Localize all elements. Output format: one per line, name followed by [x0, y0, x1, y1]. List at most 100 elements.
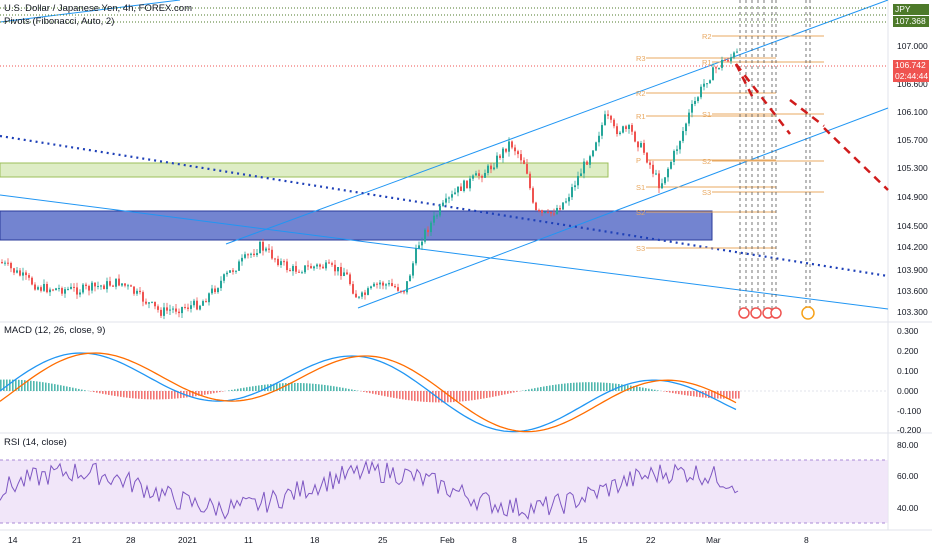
macd-histogram-bar: [240, 388, 242, 391]
candle-body: [43, 283, 45, 291]
rsi-axis[interactable]: 80.00 60.00 40.00: [897, 440, 919, 513]
candle-body: [151, 301, 153, 303]
candle-body: [106, 281, 108, 290]
candle-body: [103, 285, 105, 290]
price-axis[interactable]: 107.000 106.600 106.100 105.700 105.300 104.9…: [897, 41, 928, 317]
time-axis[interactable]: 14 21 28 2021 11 18 25 Feb 8 15 22 Mar 8: [8, 535, 809, 545]
candle-body: [229, 270, 231, 273]
event-vertical-lines: [739, 0, 811, 318]
macd-histogram-bar: [513, 391, 515, 393]
rsi-legend[interactable]: RSI (14, close): [4, 437, 67, 448]
candle-body: [376, 283, 378, 285]
candle-body: [400, 290, 402, 292]
macd-histogram-bar: [459, 391, 461, 402]
macd-histogram-bar: [123, 391, 125, 398]
forecast-leg-0[interactable]: [734, 63, 756, 101]
macd-legend[interactable]: MACD (12, 26, close, 9): [4, 325, 106, 336]
macd-histogram-bar: [426, 391, 428, 402]
candle-body: [310, 266, 312, 269]
candle-body: [664, 177, 666, 184]
macd-histogram-bar: [591, 382, 593, 391]
candle-body: [514, 147, 516, 152]
candle-body: [130, 285, 132, 287]
candle-body: [394, 285, 396, 288]
event-icon[interactable]: [770, 307, 782, 319]
candle-body: [391, 283, 393, 286]
time-tick-label: 14: [8, 535, 18, 545]
event-icon[interactable]: [801, 306, 815, 320]
macd-histogram-bar: [324, 384, 326, 391]
candle-body: [124, 283, 126, 286]
macd-histogram-bar: [411, 391, 413, 401]
candle-body: [598, 135, 600, 143]
candle-body: [10, 262, 12, 269]
candle-body: [67, 288, 69, 290]
pivot-label: R2: [636, 89, 646, 98]
candle-body: [316, 264, 318, 267]
price-tick-label: 104.500: [897, 221, 928, 231]
price-tick-label: 106.100: [897, 107, 928, 117]
candle-body: [412, 263, 414, 276]
macd-histogram-bar: [567, 383, 569, 391]
demand-zone-blue[interactable]: [0, 210, 713, 241]
trendline-top-left[interactable]: [0, 0, 181, 23]
macd-histogram-bar: [429, 391, 431, 403]
price-tick-label: 105.300: [897, 163, 928, 173]
channel-lower-line[interactable]: [357, 107, 889, 309]
macd-histogram-bar: [231, 389, 233, 391]
macd-histogram-bar: [708, 391, 710, 398]
candle-body: [424, 229, 426, 242]
macd-histogram-bar: [384, 391, 386, 397]
candle-body: [202, 301, 204, 306]
candle-body: [49, 289, 51, 293]
macd-histogram-bar: [417, 391, 419, 402]
candle-body: [667, 168, 669, 178]
macd-histogram-bar: [297, 382, 299, 391]
macd-histogram-bar: [216, 391, 218, 393]
forecast-leg-2[interactable]: [789, 99, 825, 127]
macd-histogram-bar: [348, 388, 350, 391]
forecast-leg-1[interactable]: [735, 63, 791, 135]
macd-histogram-bar: [579, 382, 581, 391]
supply-zone-green[interactable]: [0, 162, 609, 178]
candle-body: [415, 248, 417, 264]
pivots-legend[interactable]: Pivots (Fibonacci, Auto, 2): [4, 16, 115, 27]
pivot-label: S2: [702, 157, 711, 166]
macd-histogram-bar: [39, 381, 41, 391]
macd-histogram-bar: [699, 391, 701, 398]
macd-histogram-bar: [366, 391, 368, 393]
candle-body: [169, 309, 171, 311]
macd-histogram-bar: [582, 382, 584, 391]
forecast-arrows[interactable]: [734, 63, 889, 191]
event-icons[interactable]: [738, 306, 815, 320]
channel-upper-line[interactable]: [225, 0, 889, 245]
price-tick-label: 103.300: [897, 307, 928, 317]
macd-histogram-bar: [675, 391, 677, 394]
macd-histogram-bar: [651, 389, 653, 391]
macd-histogram-bar: [96, 391, 98, 393]
macd-axis[interactable]: 0.300 0.200 0.100 0.000 -0.100 -0.200: [897, 326, 921, 435]
candle-body: [46, 283, 48, 293]
macd-histogram-bar: [60, 385, 62, 391]
candle-body: [13, 268, 15, 273]
macd-histogram-bar: [507, 391, 509, 394]
candle-body: [121, 283, 123, 286]
trendline-dotted[interactable]: [0, 134, 889, 278]
macd-histogram-bar: [501, 391, 503, 396]
macd-histogram-bar: [432, 391, 434, 403]
macd-histogram-bar: [294, 382, 296, 391]
event-icon[interactable]: [750, 307, 762, 319]
candle-body: [346, 272, 348, 275]
forecast-leg-3[interactable]: [823, 127, 889, 191]
chart-title[interactable]: U.S. Dollar / Japanese Yen, 4h, FOREX.co…: [4, 3, 192, 14]
candle-body: [535, 202, 537, 210]
candle-body: [478, 173, 480, 176]
macd-histogram-bar: [243, 387, 245, 391]
candle-body: [244, 254, 246, 258]
event-icon[interactable]: [738, 307, 750, 319]
macd-histogram-bar: [588, 382, 590, 391]
candle-body: [139, 290, 141, 293]
macd-histogram-bar: [252, 386, 254, 391]
candle-body: [475, 173, 477, 176]
pivot-label: R2: [702, 32, 712, 41]
